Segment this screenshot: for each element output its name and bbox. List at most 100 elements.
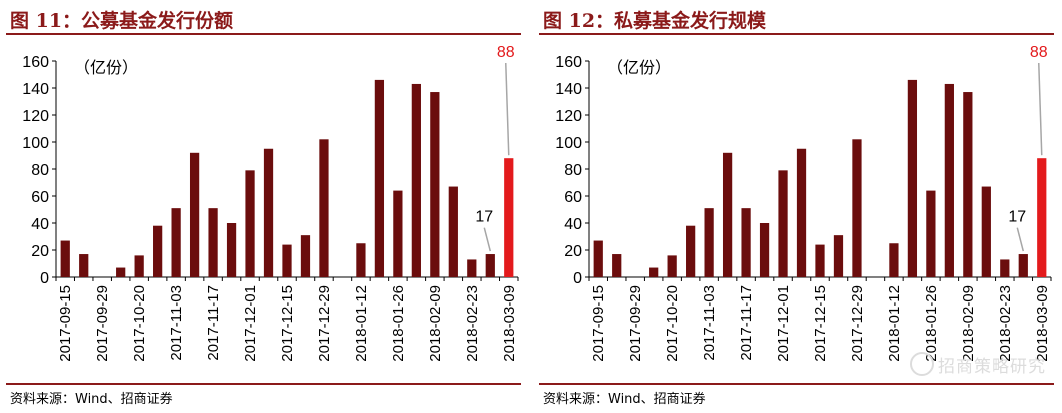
x-tick-label: 2017-09-15 (590, 285, 607, 362)
bar (686, 225, 696, 277)
bar (448, 186, 458, 277)
bar (907, 79, 918, 278)
bar (263, 148, 274, 277)
bar (796, 148, 807, 277)
bar (134, 255, 144, 277)
bar (245, 170, 255, 277)
source-rule (6, 383, 521, 385)
bar (593, 240, 603, 277)
y-tick-label: 0 (40, 270, 49, 287)
y-tick-label: 0 (573, 270, 582, 287)
x-tick-label: 2017-12-15 (279, 285, 296, 362)
x-tick-label: 2017-10-20 (131, 285, 148, 362)
x-tick-label: 2017-09-29 (627, 285, 644, 362)
bar (667, 255, 677, 277)
source-note: 资料来源：Wind、招商证券 (10, 392, 173, 407)
bar (1037, 158, 1047, 277)
watermark: 招商策略研究 (910, 352, 1046, 377)
y-tick-label: 140 (555, 81, 582, 98)
bar (815, 244, 825, 277)
x-tick-label: 2017-11-03 (168, 285, 185, 361)
bar (116, 267, 126, 277)
x-tick-label: 2018-02-23 (464, 285, 481, 362)
x-tick-label: 2018-02-09 (427, 285, 444, 362)
bar (1018, 254, 1028, 277)
bar (189, 152, 200, 277)
y-tick-label: 20 (31, 243, 49, 260)
bar (171, 208, 181, 277)
bar (612, 254, 622, 277)
bar (356, 243, 366, 277)
bar (981, 186, 991, 277)
source-rule (539, 383, 1054, 385)
x-tick-label: 2018-01-12 (886, 285, 903, 362)
y-tick-label: 100 (22, 135, 49, 152)
bar (319, 139, 329, 277)
y-tick-label: 60 (564, 189, 582, 206)
unit-label: （亿份） (74, 58, 138, 77)
bar (926, 190, 936, 277)
wechat-icon (910, 352, 934, 376)
y-tick-label: 100 (555, 135, 582, 152)
bar (300, 235, 311, 277)
y-tick-label: 60 (31, 189, 49, 206)
bar (944, 83, 954, 277)
source-note: 资料来源：Wind、招商证券 (543, 392, 706, 407)
x-tick-label: 2017-11-17 (205, 285, 222, 361)
data-label: 17 (475, 209, 493, 226)
unit-label: （亿份） (607, 58, 671, 77)
y-tick-label: 40 (31, 216, 49, 233)
bar (467, 259, 477, 277)
bar (153, 225, 163, 277)
callout-line (483, 227, 492, 252)
data-label: 88 (1030, 44, 1048, 61)
x-tick-label: 2017-11-03 (701, 285, 718, 361)
y-tick-label: 140 (22, 81, 49, 98)
bar (226, 223, 237, 277)
bar (833, 235, 844, 277)
figure-12-panel: 图 12：私募基金发行规模 0 20 40 60 80 100 120 140 160 （亿份） 2… (539, 0, 1060, 413)
bar (504, 158, 514, 277)
private-fund-issuance-chart: 0 20 40 60 80 100 120 140 160 （亿份） 2017-09-15 2017-… (555, 44, 1052, 362)
y-tick-label: 80 (31, 162, 49, 179)
bar (1000, 259, 1010, 277)
callout-line (1038, 62, 1043, 156)
x-tick-label: 2017-09-15 (57, 285, 74, 362)
y-tick-label: 120 (22, 108, 49, 125)
bar (649, 267, 659, 277)
bar (60, 240, 70, 277)
bar (778, 170, 788, 277)
bar (430, 92, 440, 277)
watermark-text: 招商策略研究 (938, 357, 1046, 377)
bar (485, 254, 495, 277)
y-tick-label: 160 (22, 54, 49, 71)
bar (963, 92, 973, 277)
title-rule (539, 33, 1054, 35)
bar (393, 190, 403, 277)
x-tick-label: 2017-12-01 (242, 285, 259, 362)
x-tick-label: 2018-01-26 (390, 285, 407, 362)
x-tick-label: 2017-12-15 (812, 285, 829, 362)
x-tick-label: 2018-01-12 (353, 285, 370, 362)
bar (889, 243, 899, 277)
y-tick-label: 160 (555, 54, 582, 71)
public-fund-issuance-chart: 0 20 40 60 80 100 120 140 160 （亿份） 2017-09-15 2017-… (22, 44, 519, 362)
callout-line (1016, 227, 1025, 252)
data-label: 17 (1008, 209, 1026, 226)
callout-line (505, 62, 510, 156)
y-tick-label: 120 (555, 108, 582, 125)
bar (741, 208, 751, 277)
bar (411, 83, 421, 277)
bar (79, 254, 89, 277)
x-tick-label: 2018-02-23 (997, 285, 1014, 362)
bar (282, 244, 292, 277)
bar (759, 223, 770, 277)
figure-title: 图 12：私募基金发行规模 (543, 10, 767, 32)
title-rule (6, 33, 521, 35)
data-label: 88 (497, 44, 515, 61)
x-tick-label: 2017-12-29 (849, 285, 866, 362)
y-tick-label: 40 (564, 216, 582, 233)
figure-title: 图 11：公募基金发行份额 (10, 10, 234, 32)
bar (704, 208, 714, 277)
x-tick-label: 2018-01-26 (923, 285, 940, 362)
